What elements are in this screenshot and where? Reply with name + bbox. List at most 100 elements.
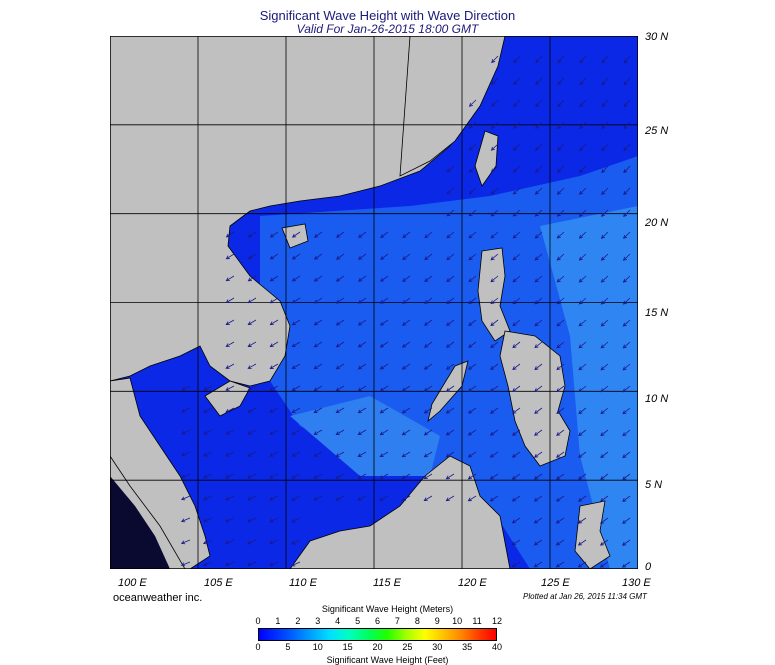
wave-arrow [623, 165, 631, 174]
wave-arrow [511, 429, 521, 436]
wave-arrow [379, 473, 389, 479]
meters-tick: 11 [472, 616, 482, 626]
wave-arrow [379, 297, 389, 304]
wave-arrow [513, 55, 521, 64]
land-taiwan [474, 130, 499, 187]
wave-arrow [490, 253, 499, 261]
wave-arrow [423, 341, 433, 348]
wave-arrow [600, 341, 609, 349]
wave-arrow [313, 473, 323, 479]
wave-arrow [401, 407, 411, 414]
wave-arrow [600, 407, 609, 415]
wave-arrow [601, 143, 609, 152]
wave-arrow [401, 429, 411, 436]
wave-arrow [423, 495, 433, 502]
wave-arrow [533, 495, 543, 502]
wave-arrow [490, 165, 499, 173]
lon-label-120: 120 E [458, 577, 487, 589]
wave-arrow [180, 561, 191, 567]
wave-arrow [313, 451, 323, 457]
wave-arrow [578, 385, 587, 393]
wave-arrow [379, 341, 389, 348]
wave-arrow [446, 231, 455, 239]
wave-arrow [424, 319, 433, 326]
wave-arrow [203, 473, 213, 479]
wave-arrow [401, 385, 411, 392]
wave-arrow [225, 429, 235, 435]
wave-arrow [379, 319, 389, 326]
wave-arrow [534, 363, 543, 371]
legend-meters-title: Significant Wave Height (Meters) [321, 604, 454, 614]
wave-arrow [401, 341, 411, 348]
lat-label-30: 30 N [645, 31, 669, 43]
wave-arrow [247, 385, 257, 391]
wave-arrow [535, 77, 543, 86]
wave-arrow [555, 473, 565, 480]
wave-height-map [110, 36, 638, 569]
wave-arrow [490, 363, 499, 370]
wave-arrow [247, 451, 257, 457]
wave-arrow [335, 363, 345, 370]
wave-arrow [467, 407, 477, 414]
wave-arrow [578, 319, 587, 327]
wave-arrow [512, 209, 521, 217]
wave-arrow [533, 517, 543, 524]
wave-arrow [335, 473, 345, 479]
wave-arrow [490, 209, 499, 217]
wave-arrow [291, 297, 301, 304]
wave-arrow [535, 143, 543, 151]
wave-arrow [534, 429, 543, 436]
wave-arrow [557, 121, 565, 130]
credit-text: oceanweather inc. [113, 592, 203, 604]
wave-arrow [313, 319, 323, 326]
wave-arrow [578, 231, 587, 239]
wave-arrow [247, 275, 257, 282]
wave-arrow [423, 473, 433, 480]
wave-arrow [181, 451, 191, 457]
wave-arrow [291, 385, 301, 391]
wave-arrow [423, 363, 433, 370]
meters-tick: 0 [255, 616, 261, 626]
wave-arrow [357, 385, 367, 392]
wave-arrow [401, 363, 411, 370]
wave-arrow [335, 319, 345, 326]
wave-arrow [445, 363, 455, 370]
lon-label-115: 115 E [373, 577, 401, 589]
wave-arrow [313, 253, 323, 260]
wave-arrow [401, 473, 411, 480]
wave-arrow [578, 451, 587, 458]
meters-tick: 7 [394, 616, 400, 626]
wave-arrow [512, 253, 521, 261]
wave-arrow [225, 231, 235, 238]
wave-arrow [468, 363, 477, 370]
wave-arrow [512, 341, 521, 349]
wave-arrow [181, 407, 191, 413]
wave-arrow [534, 165, 543, 173]
wave-arrow [556, 363, 565, 371]
wave-arrow [269, 561, 279, 567]
wave-arrow [468, 121, 477, 129]
wave-arrow [555, 495, 565, 502]
wave-arrow [600, 297, 609, 305]
wave-arrow [225, 495, 235, 501]
wave-arrow [291, 407, 301, 413]
wave-arrow [380, 275, 389, 282]
wave-arrow [622, 385, 631, 393]
wave-arrow [578, 473, 587, 480]
wave-arrow [556, 451, 565, 458]
wave-arrow [445, 451, 455, 458]
wave-arrow [402, 297, 411, 304]
wave-arrow [335, 407, 345, 414]
wave-arrow [246, 561, 257, 567]
wave-arrow [203, 495, 213, 501]
feet-tick: 20 [372, 642, 383, 652]
land-indochina-south [204, 380, 251, 417]
wave-arrow [600, 275, 609, 283]
wave-arrow [555, 517, 565, 524]
wave-arrow [247, 297, 257, 304]
wave-arrow [577, 561, 587, 568]
wave-arrow [623, 121, 631, 130]
wave-arrow [557, 165, 565, 173]
land-luzon [477, 247, 511, 342]
wave-arrow [511, 451, 521, 458]
